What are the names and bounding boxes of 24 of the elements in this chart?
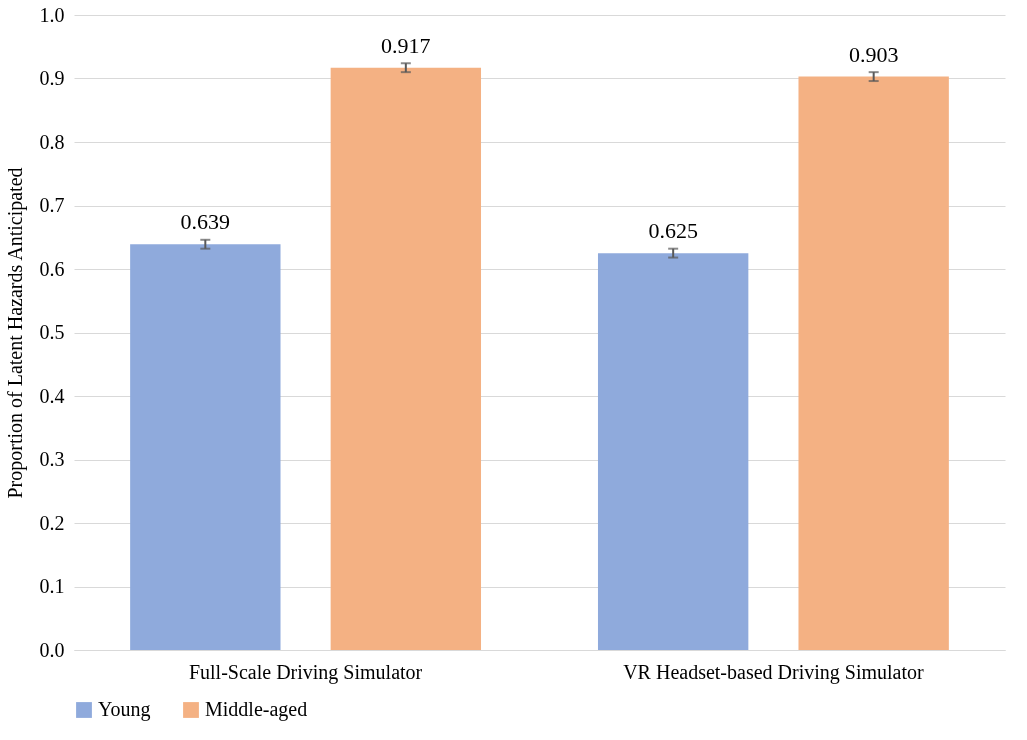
legend-label: Middle-aged bbox=[205, 698, 308, 721]
data-label: 0.625 bbox=[648, 218, 698, 244]
y-tick-label: 0.4 bbox=[39, 384, 65, 407]
data-label: 0.639 bbox=[180, 209, 231, 235]
bar bbox=[798, 76, 949, 650]
bar bbox=[130, 244, 281, 650]
legend-label: Young bbox=[98, 698, 151, 721]
x-tick-label: VR Headset-based Driving Simulator bbox=[623, 660, 925, 684]
y-tick-label: 0.5 bbox=[39, 321, 65, 343]
y-tick-label: 0.2 bbox=[39, 511, 65, 534]
y-axis-title: Proportion of Latent Hazards Anticipated bbox=[3, 167, 27, 499]
y-tick-label: 0.0 bbox=[39, 638, 65, 661]
y-tick-label: 0.3 bbox=[39, 448, 65, 470]
y-tick-label: 0.6 bbox=[39, 257, 65, 280]
bar bbox=[330, 67, 482, 650]
data-label: 0.903 bbox=[848, 41, 899, 67]
y-tick-label: 1.0 bbox=[39, 3, 65, 26]
data-label: 0.917 bbox=[381, 32, 431, 58]
y-tick-label: 0.8 bbox=[39, 130, 65, 153]
y-tick-label: 0.1 bbox=[39, 575, 65, 597]
bar bbox=[597, 253, 749, 650]
y-tick-label: 0.7 bbox=[39, 194, 65, 216]
x-tick-label: Full-Scale Driving Simulator bbox=[188, 660, 423, 684]
y-tick-label: 0.9 bbox=[39, 67, 65, 89]
